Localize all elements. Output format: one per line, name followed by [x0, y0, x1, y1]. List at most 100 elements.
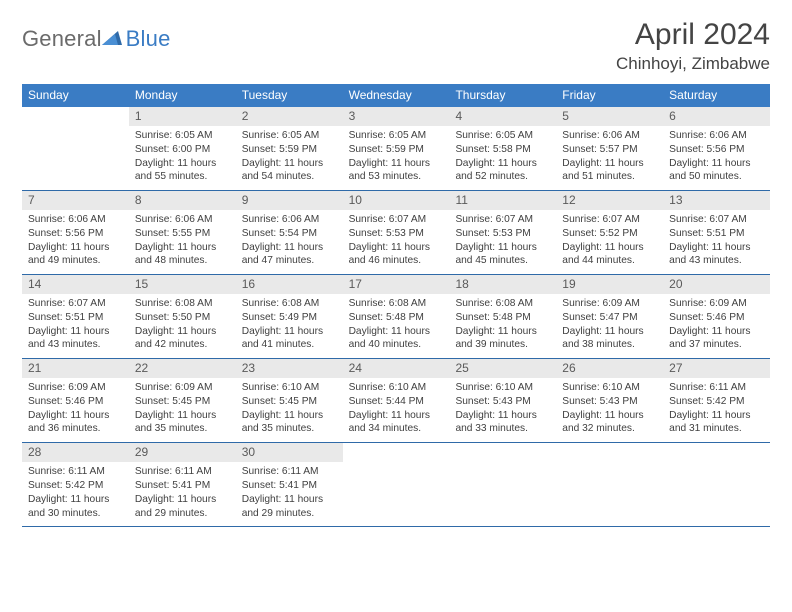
day-number: 21 [22, 359, 129, 378]
daylight-text: Daylight: 11 hours and 29 minutes. [242, 493, 337, 521]
day-number: 19 [556, 275, 663, 294]
day-number: 10 [343, 191, 450, 210]
daylight-text: Daylight: 11 hours and 48 minutes. [135, 241, 230, 269]
day-body: Sunrise: 6:08 AMSunset: 5:49 PMDaylight:… [236, 294, 343, 352]
day-number: 4 [449, 107, 556, 126]
sunset-text: Sunset: 5:54 PM [242, 227, 337, 241]
title-block: April 2024 Chinhoyi, Zimbabwe [616, 18, 770, 74]
sunrise-text: Sunrise: 6:06 AM [28, 213, 123, 227]
daylight-text: Daylight: 11 hours and 29 minutes. [135, 493, 230, 521]
sunset-text: Sunset: 5:44 PM [349, 395, 444, 409]
day-number: 2 [236, 107, 343, 126]
sunset-text: Sunset: 5:45 PM [135, 395, 230, 409]
day-body: Sunrise: 6:11 AMSunset: 5:42 PMDaylight:… [663, 378, 770, 436]
day-cell: 19Sunrise: 6:09 AMSunset: 5:47 PMDayligh… [556, 275, 663, 358]
daylight-text: Daylight: 11 hours and 51 minutes. [562, 157, 657, 185]
sunrise-text: Sunrise: 6:07 AM [669, 213, 764, 227]
day-cell: 1Sunrise: 6:05 AMSunset: 6:00 PMDaylight… [129, 107, 236, 190]
day-body: Sunrise: 6:06 AMSunset: 5:55 PMDaylight:… [129, 210, 236, 268]
day-body: Sunrise: 6:10 AMSunset: 5:45 PMDaylight:… [236, 378, 343, 436]
day-cell: 17Sunrise: 6:08 AMSunset: 5:48 PMDayligh… [343, 275, 450, 358]
weeks-container: 1Sunrise: 6:05 AMSunset: 6:00 PMDaylight… [22, 107, 770, 527]
week-row: 14Sunrise: 6:07 AMSunset: 5:51 PMDayligh… [22, 275, 770, 359]
sunrise-text: Sunrise: 6:06 AM [669, 129, 764, 143]
weekday-thursday: Thursday [449, 84, 556, 107]
day-cell: 30Sunrise: 6:11 AMSunset: 5:41 PMDayligh… [236, 443, 343, 526]
day-cell: 7Sunrise: 6:06 AMSunset: 5:56 PMDaylight… [22, 191, 129, 274]
daylight-text: Daylight: 11 hours and 45 minutes. [455, 241, 550, 269]
day-body: Sunrise: 6:08 AMSunset: 5:48 PMDaylight:… [449, 294, 556, 352]
logo: General Blue [22, 18, 171, 52]
day-number: 6 [663, 107, 770, 126]
day-number: 17 [343, 275, 450, 294]
sunrise-text: Sunrise: 6:05 AM [242, 129, 337, 143]
day-number [663, 443, 770, 462]
sunrise-text: Sunrise: 6:08 AM [455, 297, 550, 311]
day-body: Sunrise: 6:07 AMSunset: 5:51 PMDaylight:… [22, 294, 129, 352]
daylight-text: Daylight: 11 hours and 44 minutes. [562, 241, 657, 269]
daylight-text: Daylight: 11 hours and 40 minutes. [349, 325, 444, 353]
calendar: SundayMondayTuesdayWednesdayThursdayFrid… [22, 84, 770, 527]
sunrise-text: Sunrise: 6:06 AM [135, 213, 230, 227]
day-number: 25 [449, 359, 556, 378]
day-cell: 20Sunrise: 6:09 AMSunset: 5:46 PMDayligh… [663, 275, 770, 358]
day-body: Sunrise: 6:07 AMSunset: 5:53 PMDaylight:… [449, 210, 556, 268]
daylight-text: Daylight: 11 hours and 43 minutes. [28, 325, 123, 353]
weekday-wednesday: Wednesday [343, 84, 450, 107]
day-cell: 21Sunrise: 6:09 AMSunset: 5:46 PMDayligh… [22, 359, 129, 442]
sunset-text: Sunset: 5:55 PM [135, 227, 230, 241]
sunset-text: Sunset: 5:58 PM [455, 143, 550, 157]
day-body: Sunrise: 6:08 AMSunset: 5:50 PMDaylight:… [129, 294, 236, 352]
day-body: Sunrise: 6:05 AMSunset: 5:59 PMDaylight:… [236, 126, 343, 184]
day-number: 15 [129, 275, 236, 294]
day-body: Sunrise: 6:11 AMSunset: 5:41 PMDaylight:… [236, 462, 343, 520]
sunrise-text: Sunrise: 6:07 AM [455, 213, 550, 227]
sunset-text: Sunset: 5:45 PM [242, 395, 337, 409]
daylight-text: Daylight: 11 hours and 49 minutes. [28, 241, 123, 269]
sunset-text: Sunset: 5:51 PM [669, 227, 764, 241]
day-cell: 24Sunrise: 6:10 AMSunset: 5:44 PMDayligh… [343, 359, 450, 442]
page: General Blue April 2024 Chinhoyi, Zimbab… [0, 0, 792, 527]
day-number: 11 [449, 191, 556, 210]
day-body: Sunrise: 6:09 AMSunset: 5:46 PMDaylight:… [22, 378, 129, 436]
sunrise-text: Sunrise: 6:05 AM [135, 129, 230, 143]
sunset-text: Sunset: 5:56 PM [669, 143, 764, 157]
week-row: 28Sunrise: 6:11 AMSunset: 5:42 PMDayligh… [22, 443, 770, 527]
day-body: Sunrise: 6:06 AMSunset: 5:56 PMDaylight:… [22, 210, 129, 268]
sunrise-text: Sunrise: 6:07 AM [349, 213, 444, 227]
day-number: 8 [129, 191, 236, 210]
day-cell: 28Sunrise: 6:11 AMSunset: 5:42 PMDayligh… [22, 443, 129, 526]
sunrise-text: Sunrise: 6:06 AM [242, 213, 337, 227]
day-cell: 6Sunrise: 6:06 AMSunset: 5:56 PMDaylight… [663, 107, 770, 190]
weekday-saturday: Saturday [663, 84, 770, 107]
sunset-text: Sunset: 5:53 PM [455, 227, 550, 241]
day-body: Sunrise: 6:05 AMSunset: 5:59 PMDaylight:… [343, 126, 450, 184]
day-number [556, 443, 663, 462]
sunset-text: Sunset: 5:56 PM [28, 227, 123, 241]
day-body: Sunrise: 6:09 AMSunset: 5:47 PMDaylight:… [556, 294, 663, 352]
sunrise-text: Sunrise: 6:09 AM [28, 381, 123, 395]
day-cell: 15Sunrise: 6:08 AMSunset: 5:50 PMDayligh… [129, 275, 236, 358]
sunrise-text: Sunrise: 6:11 AM [28, 465, 123, 479]
sunrise-text: Sunrise: 6:11 AM [669, 381, 764, 395]
daylight-text: Daylight: 11 hours and 43 minutes. [669, 241, 764, 269]
daylight-text: Daylight: 11 hours and 35 minutes. [242, 409, 337, 437]
sunset-text: Sunset: 5:52 PM [562, 227, 657, 241]
week-row: 7Sunrise: 6:06 AMSunset: 5:56 PMDaylight… [22, 191, 770, 275]
day-number: 1 [129, 107, 236, 126]
day-body: Sunrise: 6:05 AMSunset: 5:58 PMDaylight:… [449, 126, 556, 184]
month-title: April 2024 [616, 18, 770, 52]
day-cell: 18Sunrise: 6:08 AMSunset: 5:48 PMDayligh… [449, 275, 556, 358]
sunrise-text: Sunrise: 6:09 AM [562, 297, 657, 311]
sunrise-text: Sunrise: 6:10 AM [562, 381, 657, 395]
weekday-tuesday: Tuesday [236, 84, 343, 107]
day-number: 29 [129, 443, 236, 462]
sunset-text: Sunset: 5:41 PM [135, 479, 230, 493]
day-cell: 22Sunrise: 6:09 AMSunset: 5:45 PMDayligh… [129, 359, 236, 442]
daylight-text: Daylight: 11 hours and 47 minutes. [242, 241, 337, 269]
daylight-text: Daylight: 11 hours and 52 minutes. [455, 157, 550, 185]
weekday-sunday: Sunday [22, 84, 129, 107]
sunrise-text: Sunrise: 6:11 AM [135, 465, 230, 479]
day-number [449, 443, 556, 462]
day-body: Sunrise: 6:11 AMSunset: 5:42 PMDaylight:… [22, 462, 129, 520]
